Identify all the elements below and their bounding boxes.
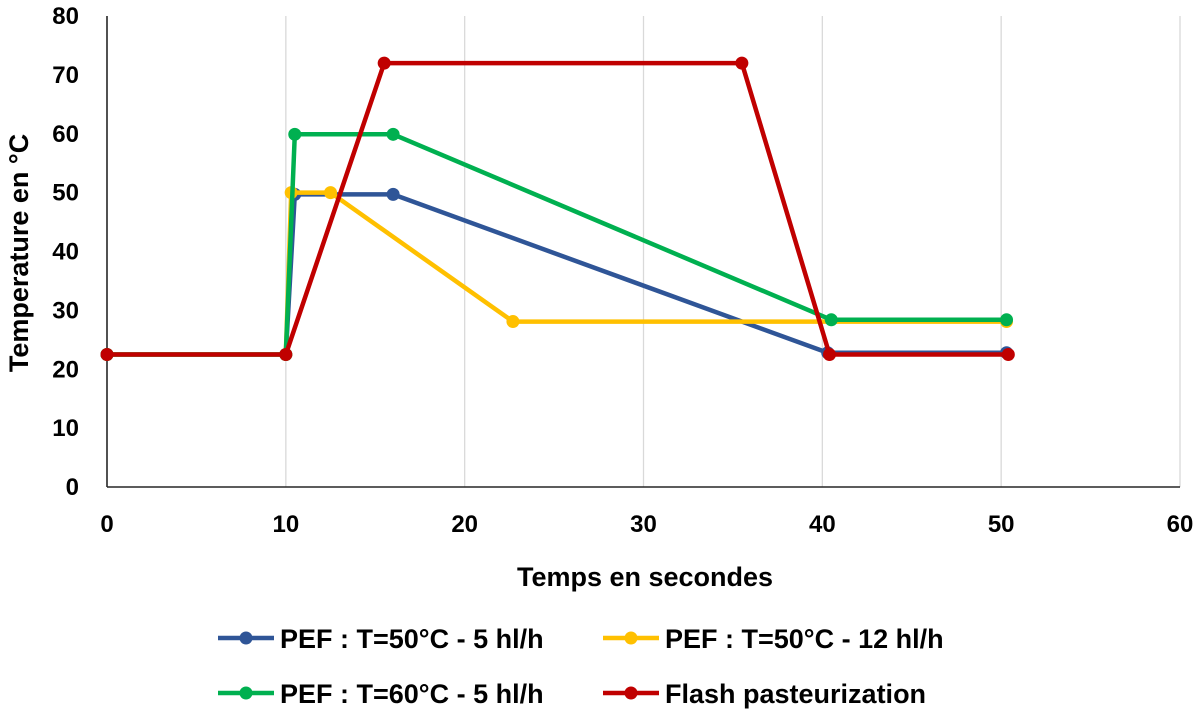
series-2 (100, 186, 1014, 362)
axes (106, 16, 1180, 488)
legend-item-4: Flash pasteurization (603, 679, 926, 709)
legend-label: PEF : T=60°C - 5 hl/h (280, 679, 544, 709)
x-tick-label: 60 (1167, 511, 1194, 538)
data-point (386, 127, 400, 141)
legend-label: Flash pasteurization (665, 679, 926, 709)
x-tick-label: 20 (451, 511, 478, 538)
data-point (288, 127, 302, 141)
x-axis-title: Temps en secondes (517, 562, 773, 592)
grid (285, 16, 1181, 487)
legend-label: PEF : T=50°C - 12 hl/h (665, 624, 944, 654)
data-point (324, 186, 338, 200)
x-tick-label: 50 (988, 511, 1015, 538)
data-point (1000, 313, 1014, 327)
data-point (386, 187, 400, 201)
x-tick-label: 0 (100, 511, 113, 538)
x-tick-label: 10 (272, 511, 299, 538)
y-tick-label: 0 (66, 474, 79, 501)
legend-label: PEF : T=50°C - 5 hl/h (280, 624, 544, 654)
y-tick-label: 60 (52, 121, 79, 148)
data-point (100, 348, 114, 362)
data-point (506, 315, 520, 329)
series-line (107, 192, 1007, 357)
data-point (377, 56, 391, 70)
x-tick-label: 40 (809, 511, 836, 538)
series-1 (100, 187, 1014, 362)
x-tick-label: 30 (630, 511, 657, 538)
legend-swatch-marker (239, 686, 253, 700)
y-axis-title: Temperature en °C (4, 134, 34, 372)
data-point (279, 348, 293, 362)
legend: PEF : T=50°C - 5 hl/h PEF : T=50°C - 12 h… (218, 624, 944, 709)
legend-item-2: PEF : T=50°C - 12 hl/h (603, 624, 944, 654)
legend-item-1: PEF : T=50°C - 5 hl/h (218, 624, 544, 654)
y-tick-label: 70 (52, 62, 79, 89)
series-3 (100, 127, 1014, 362)
data-point (822, 348, 836, 362)
y-tick-label: 40 (52, 239, 79, 266)
data-point (1001, 348, 1015, 362)
y-tick-label: 10 (52, 415, 79, 442)
series-group (100, 56, 1015, 362)
y-tick-label: 30 (52, 297, 79, 324)
series-line (107, 60, 1009, 357)
legend-item-3: PEF : T=60°C - 5 hl/h (218, 679, 544, 709)
y-tick-label: 80 (52, 3, 79, 30)
legend-swatch-marker (624, 631, 638, 645)
series-line (107, 190, 1007, 357)
legend-swatch-marker (624, 686, 638, 700)
tick-labels: 0 10 20 30 40 50 60 70 80 0 10 20 30 40 50 60 (52, 3, 1193, 538)
series-4 (100, 56, 1015, 362)
data-point (735, 56, 749, 70)
y-tick-label: 50 (52, 180, 79, 207)
data-point (824, 313, 838, 327)
y-tick-label: 20 (52, 356, 79, 383)
legend-swatch-marker (239, 631, 253, 645)
